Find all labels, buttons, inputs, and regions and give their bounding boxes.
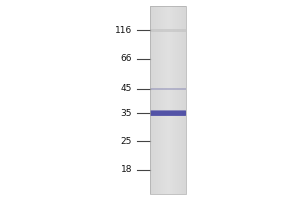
Text: 45: 45 [121,84,132,93]
Bar [178,6,179,194]
Bar [155,6,156,194]
Bar [151,6,152,194]
Bar [176,6,177,194]
Bar [150,6,186,194]
Bar [174,6,175,194]
Bar [167,6,168,194]
Bar [169,6,170,194]
Bar [162,6,163,194]
Bar [150,6,151,194]
Bar [156,6,157,194]
Bar [173,6,174,194]
Bar [153,6,154,194]
Bar [164,6,165,194]
Bar [185,6,186,194]
Bar [175,6,176,194]
Bar [157,6,158,194]
Bar [166,6,167,194]
Bar [183,6,184,194]
Bar [179,6,180,194]
Bar [154,6,155,194]
Bar [158,6,159,194]
Bar [157,6,158,194]
Bar [175,6,176,194]
Bar [185,6,186,194]
Bar [160,6,161,194]
Bar [177,6,178,194]
Bar [164,6,165,194]
Bar [176,6,177,194]
Bar [167,6,168,194]
Bar [158,6,159,194]
Bar [165,6,166,194]
Bar [159,6,160,194]
Text: 25: 25 [121,137,132,146]
Bar [180,6,181,194]
Bar [172,6,173,194]
Bar [182,6,183,194]
Bar [184,6,185,194]
Bar [161,6,162,194]
Bar [160,6,161,194]
Bar [169,6,170,194]
Bar [163,6,164,194]
Bar [163,6,164,194]
Bar [179,6,180,194]
Bar [181,6,182,194]
Bar [182,6,183,194]
Bar [155,6,156,194]
Bar [166,6,167,194]
Bar [168,6,169,194]
Bar [170,6,171,194]
Text: 35: 35 [121,109,132,118]
Bar [150,29,186,32]
FancyBboxPatch shape [150,110,186,116]
Bar [181,6,182,194]
Bar [150,88,186,90]
Text: 116: 116 [115,26,132,35]
Text: 66: 66 [121,54,132,63]
Bar [161,6,162,194]
Text: 18: 18 [121,165,132,174]
Bar [170,6,171,194]
Bar [152,6,153,194]
Bar [151,6,152,194]
Bar [171,6,172,194]
Bar [152,6,153,194]
Bar [173,6,174,194]
